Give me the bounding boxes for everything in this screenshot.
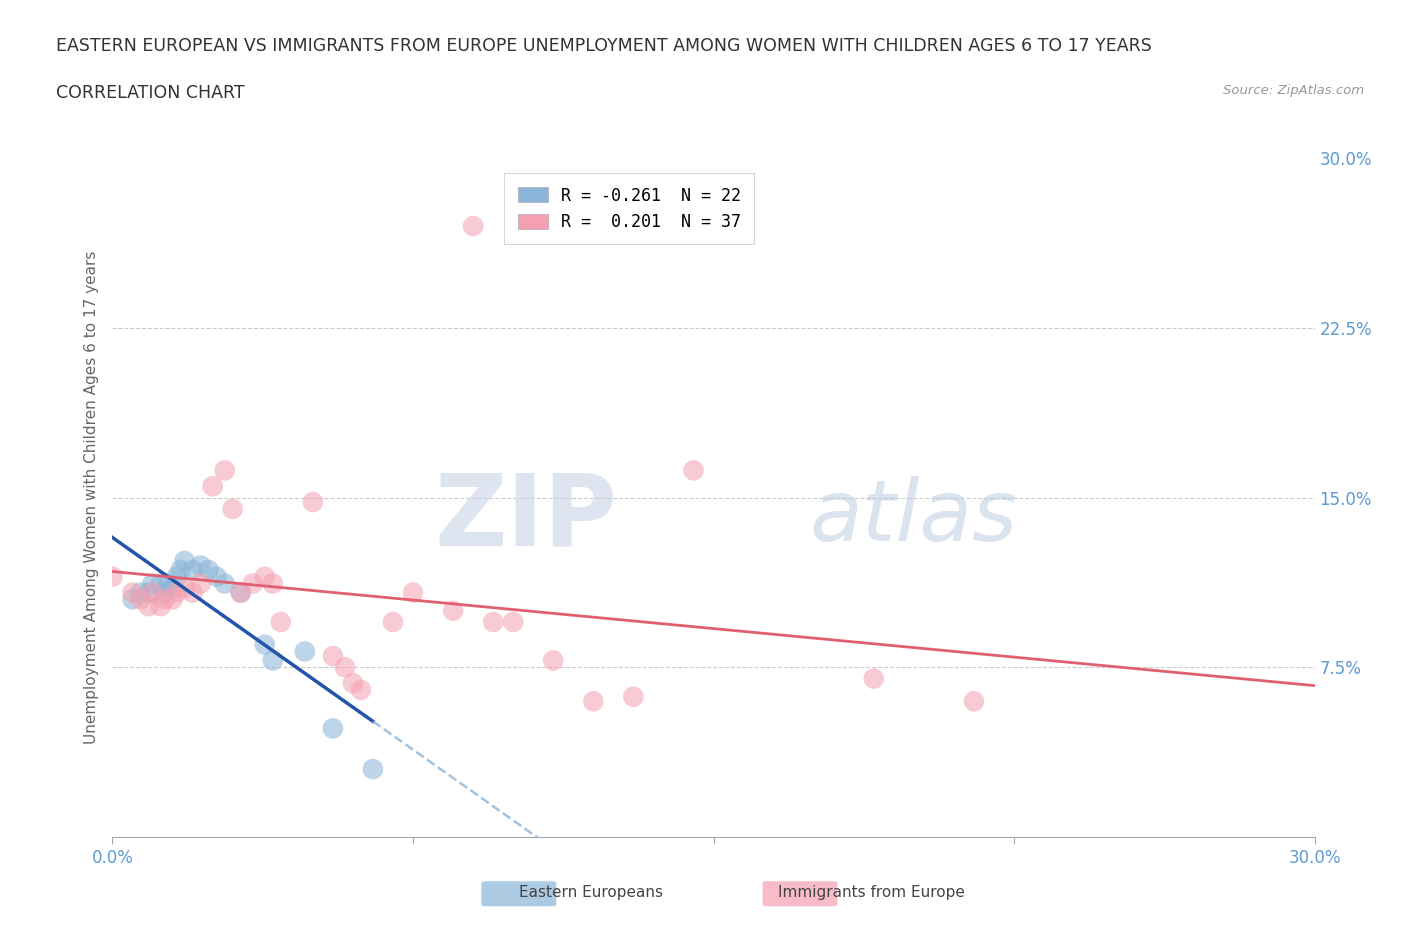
Point [502, 615, 524, 630]
Point [214, 576, 236, 591]
Point [270, 615, 292, 630]
Point [382, 615, 405, 630]
Point [322, 648, 344, 663]
Point [222, 501, 245, 516]
Point [101, 569, 124, 584]
Point [162, 580, 184, 595]
Point [166, 585, 188, 600]
Text: EASTERN EUROPEAN VS IMMIGRANTS FROM EUROPE UNEMPLOYMENT AMONG WOMEN WITH CHILDRE: EASTERN EUROPEAN VS IMMIGRANTS FROM EURO… [56, 37, 1152, 55]
Point [262, 653, 284, 668]
Point [121, 592, 143, 607]
Point [262, 576, 284, 591]
Point [253, 637, 276, 652]
Point [153, 592, 176, 607]
Point [197, 563, 219, 578]
Point [322, 721, 344, 736]
Point [582, 694, 605, 709]
Point [253, 569, 276, 584]
Point [169, 563, 191, 578]
Point [138, 585, 160, 600]
Point [141, 585, 163, 600]
Point [461, 219, 484, 233]
Point [129, 585, 152, 600]
Point [129, 592, 152, 607]
Point [162, 592, 184, 607]
Point [294, 644, 316, 658]
Point [621, 689, 644, 704]
Point [181, 563, 204, 578]
Text: CORRELATION CHART: CORRELATION CHART [56, 84, 245, 101]
Point [181, 585, 204, 600]
Point [149, 576, 172, 591]
Text: Source: ZipAtlas.com: Source: ZipAtlas.com [1223, 84, 1364, 97]
Point [121, 585, 143, 600]
Point [350, 683, 373, 698]
Point [482, 615, 505, 630]
Point [157, 576, 180, 591]
Point [333, 660, 356, 675]
Point [229, 585, 252, 600]
Text: ZIP: ZIP [434, 470, 617, 566]
Point [149, 599, 172, 614]
Point [201, 479, 224, 494]
Point [402, 585, 425, 600]
Point [190, 576, 212, 591]
Y-axis label: Unemployment Among Women with Children Ages 6 to 17 years: Unemployment Among Women with Children A… [83, 251, 98, 744]
Point [173, 580, 195, 595]
Point [543, 653, 565, 668]
Point [682, 463, 704, 478]
Point [963, 694, 986, 709]
Point [361, 762, 384, 777]
Point [153, 585, 176, 600]
Point [166, 569, 188, 584]
Text: Eastern Europeans: Eastern Europeans [519, 885, 662, 900]
Point [214, 463, 236, 478]
Point [441, 604, 464, 618]
Legend: R = -0.261  N = 22, R =  0.201  N = 37: R = -0.261 N = 22, R = 0.201 N = 37 [505, 173, 755, 245]
Point [190, 558, 212, 573]
Text: atlas: atlas [810, 476, 1018, 560]
Point [242, 576, 264, 591]
Point [173, 553, 195, 568]
Point [205, 569, 228, 584]
Text: Immigrants from Europe: Immigrants from Europe [779, 885, 965, 900]
Point [141, 576, 163, 591]
Point [138, 599, 160, 614]
Point [342, 676, 364, 691]
Point [863, 671, 886, 686]
Point [229, 585, 252, 600]
Point [302, 495, 325, 510]
